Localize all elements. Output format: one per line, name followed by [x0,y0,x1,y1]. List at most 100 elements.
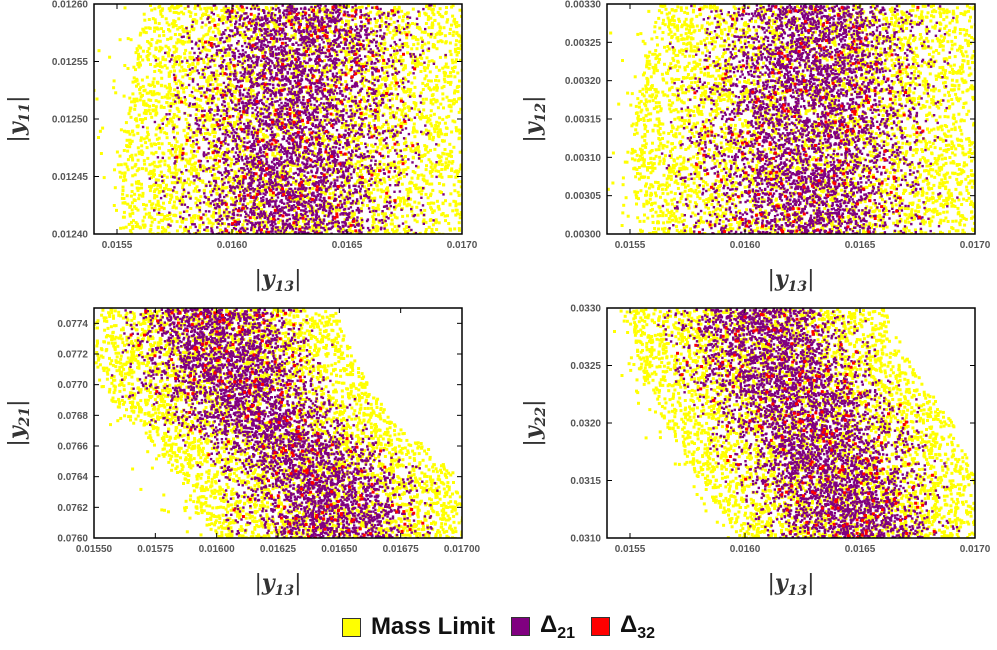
point-mass-limit [359,227,363,231]
scatter-points-1 [94,4,462,234]
point-delta21 [262,91,266,95]
point-mass-limit [323,12,327,16]
point-mass-limit [344,126,348,129]
point-delta21 [230,44,233,47]
point-delta21 [232,216,235,220]
point-mass-limit [452,101,456,105]
point-mass-limit [302,56,306,60]
point-mass-limit [278,179,282,183]
point-mass-limit [181,75,185,79]
point-mass-limit [134,68,137,72]
point-delta21 [225,114,229,117]
point-mass-limit [363,178,367,182]
point-mass-limit [392,230,396,234]
point-mass-limit [412,231,416,234]
point-mass-limit [137,113,141,117]
point-mass-limit [397,171,401,175]
point-delta21 [336,58,340,61]
point-delta21 [200,109,204,113]
point-mass-limit [367,92,371,96]
point-mass-limit [226,205,230,209]
point-mass-limit [429,148,432,152]
point-mass-limit [214,103,218,107]
point-mass-limit [159,185,163,189]
point-mass-limit [159,84,163,88]
point-delta21 [277,229,280,232]
point-mass-limit [287,56,291,60]
point-mass-limit [340,99,344,102]
point-mass-limit [376,203,380,207]
point-mass-limit [247,161,251,165]
point-mass-limit [172,102,176,106]
point-mass-limit [384,129,388,133]
point-mass-limit [378,138,382,142]
point-mass-limit [185,61,189,64]
point-delta21 [361,77,364,80]
point-delta21 [382,11,386,15]
point-mass-limit [453,170,457,174]
point-mass-limit [153,188,157,192]
point-mass-limit [345,137,349,141]
point-mass-limit [380,19,384,23]
point-mass-limit [425,179,429,183]
point-mass-limit [309,207,312,211]
point-delta21 [353,114,356,117]
point-mass-limit [276,185,280,189]
point-mass-limit [193,165,197,169]
point-mass-limit [167,73,171,77]
point-delta21 [334,188,337,192]
point-mass-limit [260,208,264,211]
point-mass-limit [216,14,220,18]
point-mass-limit [228,66,231,69]
point-mass-limit [438,128,442,132]
point-mass-limit [398,153,402,157]
point-mass-limit [256,187,260,190]
point-mass-limit [186,132,190,136]
point-mass-limit [445,115,449,119]
point-mass-limit [362,84,366,88]
point-mass-limit [161,151,165,155]
point-mass-limit [156,231,160,234]
point-mass-limit [389,115,393,119]
point-delta21 [221,132,224,136]
point-mass-limit [209,166,213,170]
point-delta21 [165,113,168,116]
point-mass-limit [434,78,437,82]
point-delta21 [265,157,268,161]
point-mass-limit [162,179,166,183]
point-delta21 [249,184,253,188]
point-delta21 [353,188,357,191]
point-mass-limit [384,105,388,109]
point-mass-limit [180,65,184,69]
point-delta21 [265,141,269,144]
point-mass-limit [410,141,414,145]
point-mass-limit [260,85,264,89]
point-delta21 [269,65,272,68]
point-mass-limit [429,192,433,196]
point-delta21 [370,92,373,95]
point-mass-limit [455,32,459,36]
point-mass-limit [267,14,270,18]
point-mass-limit [244,35,248,39]
point-delta21 [340,135,343,139]
point-mass-limit [134,221,138,225]
point-mass-limit [457,170,461,174]
point-mass-limit [360,156,363,160]
point-mass-limit [175,140,179,144]
point-mass-limit [262,93,266,97]
point-mass-limit [295,164,299,168]
point-mass-limit [143,109,147,112]
point-mass-limit [159,130,163,134]
point-mass-limit [301,122,305,126]
point-delta21 [250,226,253,229]
point-mass-limit [343,164,347,168]
point-mass-limit [349,216,353,220]
point-delta21 [420,196,423,199]
point-mass-limit [393,225,397,229]
point-mass-limit [213,57,217,61]
point-mass-limit [184,98,187,102]
point-delta21 [336,187,339,190]
point-mass-limit [367,41,371,45]
point-mass-limit [406,11,410,15]
point-delta21 [262,210,265,213]
